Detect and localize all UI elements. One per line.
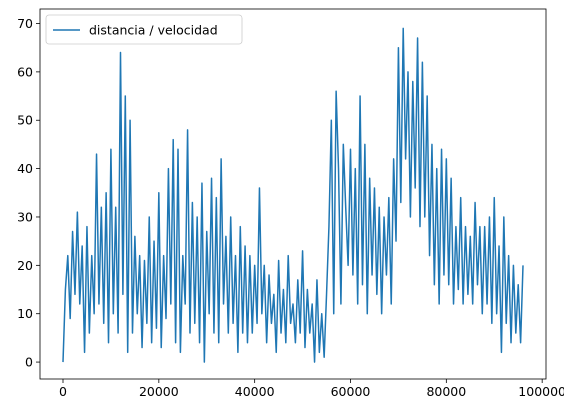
y-tick-label: 0 [25, 355, 33, 370]
legend: distancia / velocidad [45, 14, 243, 45]
axes-frame [39, 8, 547, 380]
legend-box [45, 14, 243, 45]
y-tick-label: 70 [17, 16, 33, 31]
x-tick-label: 0 [59, 384, 67, 399]
y-axis: 0 10 20 30 40 50 60 70 [17, 16, 40, 370]
x-axis: 0 20000 40000 60000 80000 100000 [59, 379, 564, 399]
y-tick-label: 40 [17, 161, 33, 176]
x-tick-label: 60000 [331, 384, 371, 399]
series-line-0 [62, 27, 524, 363]
x-tick-label: 40000 [235, 384, 275, 399]
y-tick-label: 20 [17, 258, 33, 273]
plot-area [62, 27, 524, 363]
y-tick-label: 30 [17, 209, 33, 224]
y-tick-label: 10 [17, 306, 33, 321]
y-tick-label: 60 [17, 64, 33, 79]
x-tick-label: 80000 [426, 384, 466, 399]
x-tick-label: 100000 [518, 384, 564, 399]
x-tick-label: 20000 [139, 384, 179, 399]
legend-label: distancia / velocidad [89, 23, 218, 38]
y-tick-label: 50 [17, 113, 33, 128]
